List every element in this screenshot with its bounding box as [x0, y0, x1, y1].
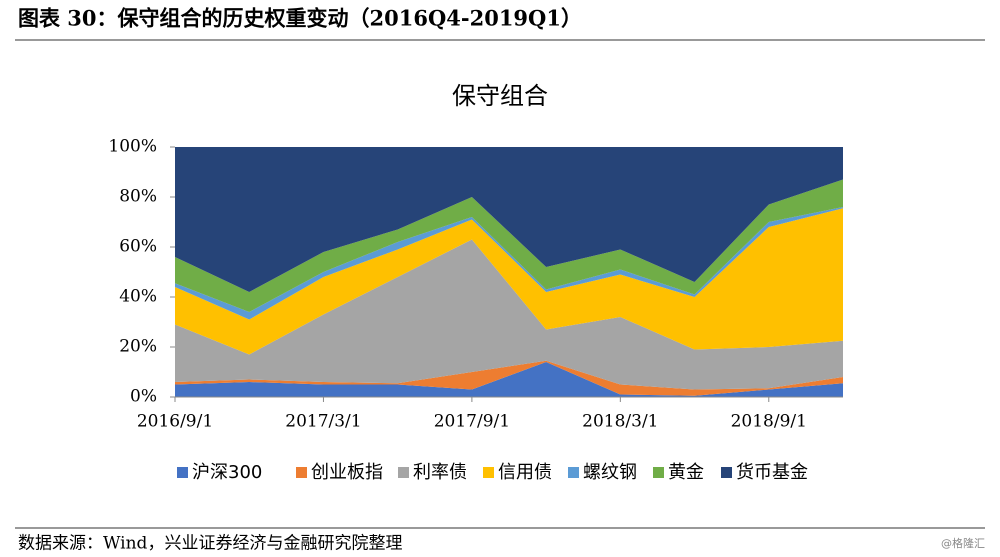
legend-swatch [721, 467, 732, 478]
watermark: @格隆汇 [941, 536, 985, 550]
chart-title: 保守组合 [452, 82, 548, 110]
legend-swatch [653, 467, 664, 478]
legend-label: 沪深300 [192, 462, 262, 483]
x-tick-label: 2018/9/1 [731, 412, 807, 432]
legend-label: 利率债 [413, 462, 467, 483]
legend-label: 螺纹钢 [583, 462, 637, 483]
legend-swatch [398, 467, 409, 478]
legend-swatch [483, 467, 494, 478]
x-tick-label: 2017/9/1 [434, 412, 510, 432]
area [175, 362, 843, 397]
area [175, 179, 843, 312]
legend-swatch [177, 467, 188, 478]
source: 数据来源：Wind，兴业证券经济与金融研究院整理 [18, 534, 402, 554]
page-title: 图表 30：保守组合的历史权重变动（2016Q4-2019Q1） [18, 6, 582, 31]
legend-label: 黄金 [668, 462, 704, 483]
x-tick-label: 2016/9/1 [137, 412, 213, 432]
y-tick-label: 60% [119, 237, 157, 257]
area [175, 147, 843, 292]
x-tick-label: 2017/3/1 [285, 412, 361, 432]
area [175, 360, 843, 396]
legend-swatch [568, 467, 579, 478]
y-tick-label: 20% [119, 337, 157, 357]
y-tick-label: 40% [119, 287, 157, 307]
y-tick-label: 80% [119, 187, 157, 207]
area [175, 207, 843, 320]
x-tick-label: 2018/3/1 [582, 412, 658, 432]
y-tick-label: 0% [130, 387, 157, 407]
area [175, 208, 843, 355]
legend-label: 创业板指 [311, 462, 383, 483]
y-tick-label: 100% [108, 137, 157, 157]
legend-label: 货币基金 [736, 462, 808, 483]
legend-label: 信用债 [498, 462, 552, 483]
legend-swatch [296, 467, 307, 478]
area [175, 239, 843, 390]
